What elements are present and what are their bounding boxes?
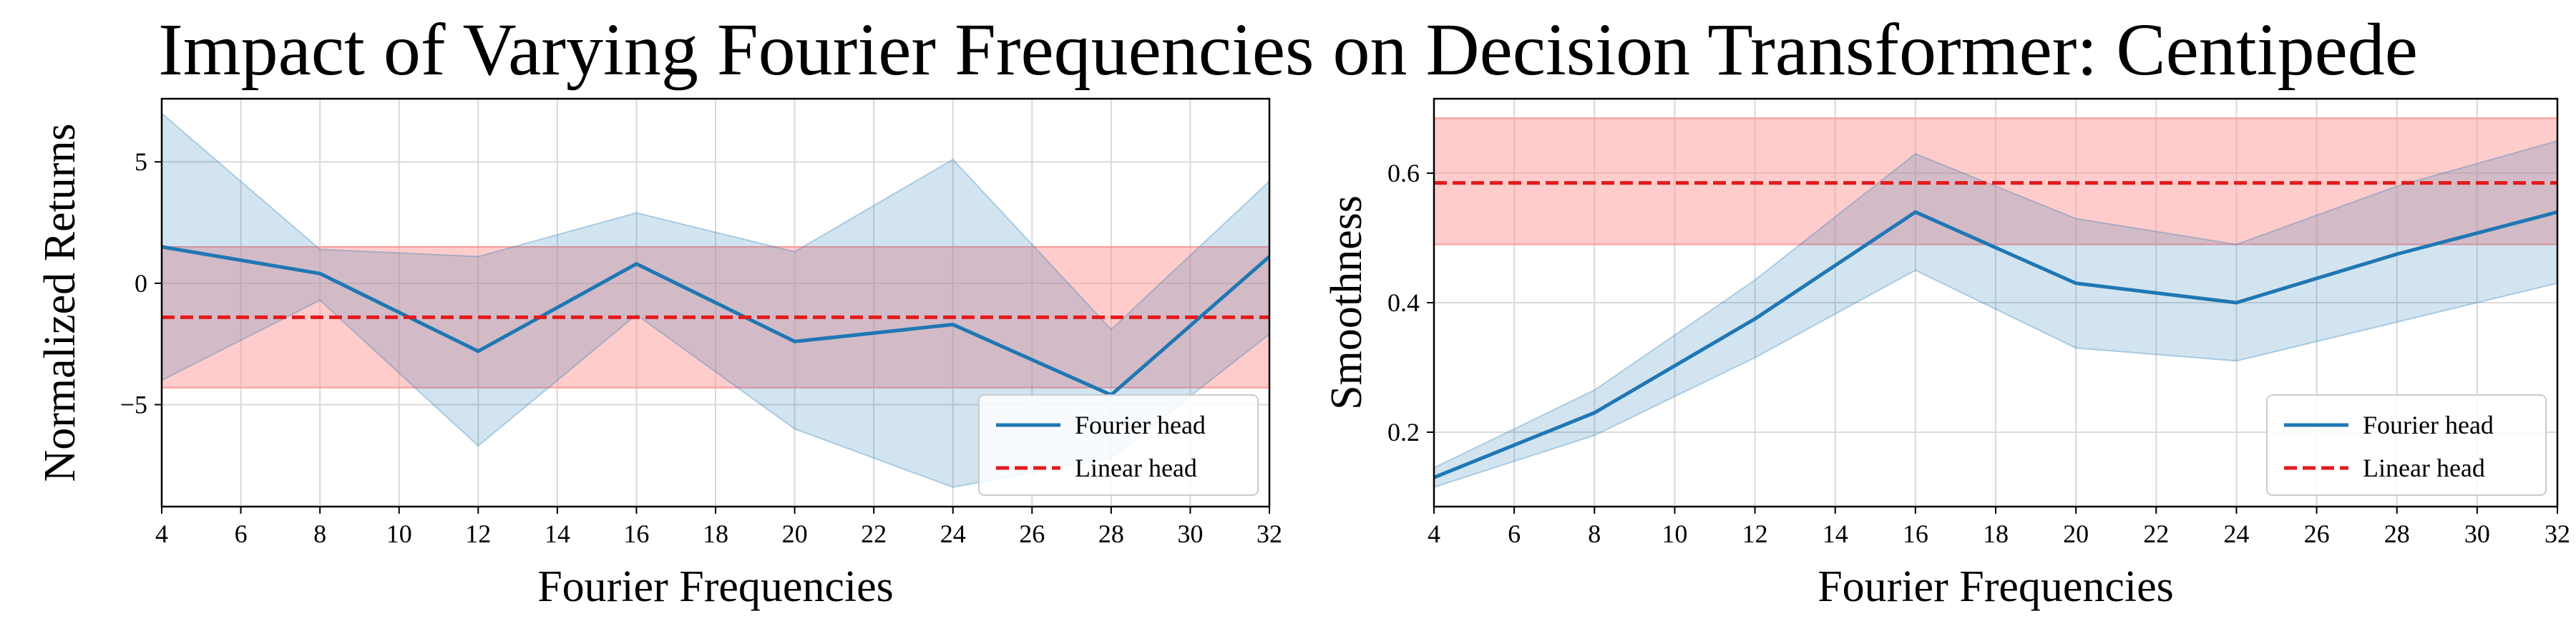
x-tick-label: 10 — [386, 519, 412, 548]
x-tick-label: 24 — [940, 519, 966, 548]
fourier-head-band — [162, 112, 1269, 488]
legend-frame — [978, 394, 1259, 496]
x-tick-label: 16 — [623, 519, 649, 548]
fourier-head-band — [1434, 140, 2557, 488]
y-tick-label: 0 — [135, 269, 147, 298]
x-tick-label: 22 — [2143, 519, 2169, 548]
x-tick-label: 12 — [1742, 519, 1768, 548]
y-tick-label: 0.4 — [1387, 288, 1420, 317]
legend-label: Fourier head — [1075, 411, 1206, 439]
x-tick-label: 24 — [2223, 519, 2249, 548]
smoothness-chart: 4 6 8 10 12 14 16 18 20 22 24 26 28 30 32 0.2 0.4 0.6 Four… — [1322, 97, 2570, 611]
x-tick-label: 18 — [1983, 519, 2009, 548]
x-tick-label: 26 — [1019, 519, 1045, 548]
x-tick-label: 22 — [861, 519, 887, 548]
x-tick-label: 6 — [1508, 519, 1521, 548]
y-axis-label: Normalized Returns — [36, 123, 84, 482]
x-tick-label: 28 — [1098, 519, 1124, 548]
x-tick-label: 10 — [1662, 519, 1687, 548]
x-tick-label: 26 — [2304, 519, 2330, 548]
legend-label: Linear head — [2363, 454, 2485, 482]
legend-label: Linear head — [1075, 454, 1197, 482]
x-tick-label: 8 — [313, 519, 326, 548]
y-axis-label: Smoothness — [1322, 195, 1371, 410]
x-tick-label: 14 — [545, 519, 570, 548]
legend-frame — [2266, 394, 2547, 496]
y-tick-label: 0.2 — [1387, 418, 1420, 447]
x-tick-label: 18 — [703, 519, 728, 548]
y-tick-label: 0.6 — [1387, 159, 1420, 187]
fourier-head-line — [1434, 210, 2557, 479]
x-tick-label: 8 — [1588, 519, 1601, 548]
x-axis-label: Fourier Frequencies — [537, 562, 894, 611]
y-tick-label: −5 — [120, 391, 147, 419]
fourier-head-line — [162, 245, 1269, 397]
x-tick-label: 16 — [1903, 519, 1928, 548]
legend-label: Fourier head — [2363, 411, 2494, 439]
x-tick-label: 20 — [782, 519, 808, 548]
x-tick-label: 4 — [155, 519, 168, 548]
x-tick-label: 32 — [1257, 519, 1282, 548]
returns-legend: Fourier head Linear head — [978, 394, 1259, 496]
smoothness-plot-area — [1434, 117, 2557, 488]
x-tick-label: 30 — [2464, 519, 2490, 548]
x-tick-label: 6 — [235, 519, 248, 548]
returns-chart: 4 6 8 10 12 14 16 18 20 22 24 26 28 30 32 −5 0 5 Fourier F… — [36, 97, 1282, 611]
figure-title: Impact of Varying Fourier Frequencies on… — [158, 9, 2418, 91]
smoothness-legend: Fourier head Linear head — [2266, 394, 2547, 496]
x-tick-label: 32 — [2545, 519, 2570, 548]
x-tick-label: 20 — [2063, 519, 2089, 548]
x-tick-label: 30 — [1177, 519, 1203, 548]
x-tick-label: 12 — [465, 519, 491, 548]
y-tick-label: 5 — [135, 147, 147, 176]
x-tick-label: 28 — [2384, 519, 2410, 548]
x-tick-label: 14 — [1823, 519, 1848, 548]
x-tick-label: 4 — [1428, 519, 1440, 548]
x-axis-label: Fourier Frequencies — [1818, 562, 2174, 611]
returns-plot-area — [162, 112, 1269, 488]
